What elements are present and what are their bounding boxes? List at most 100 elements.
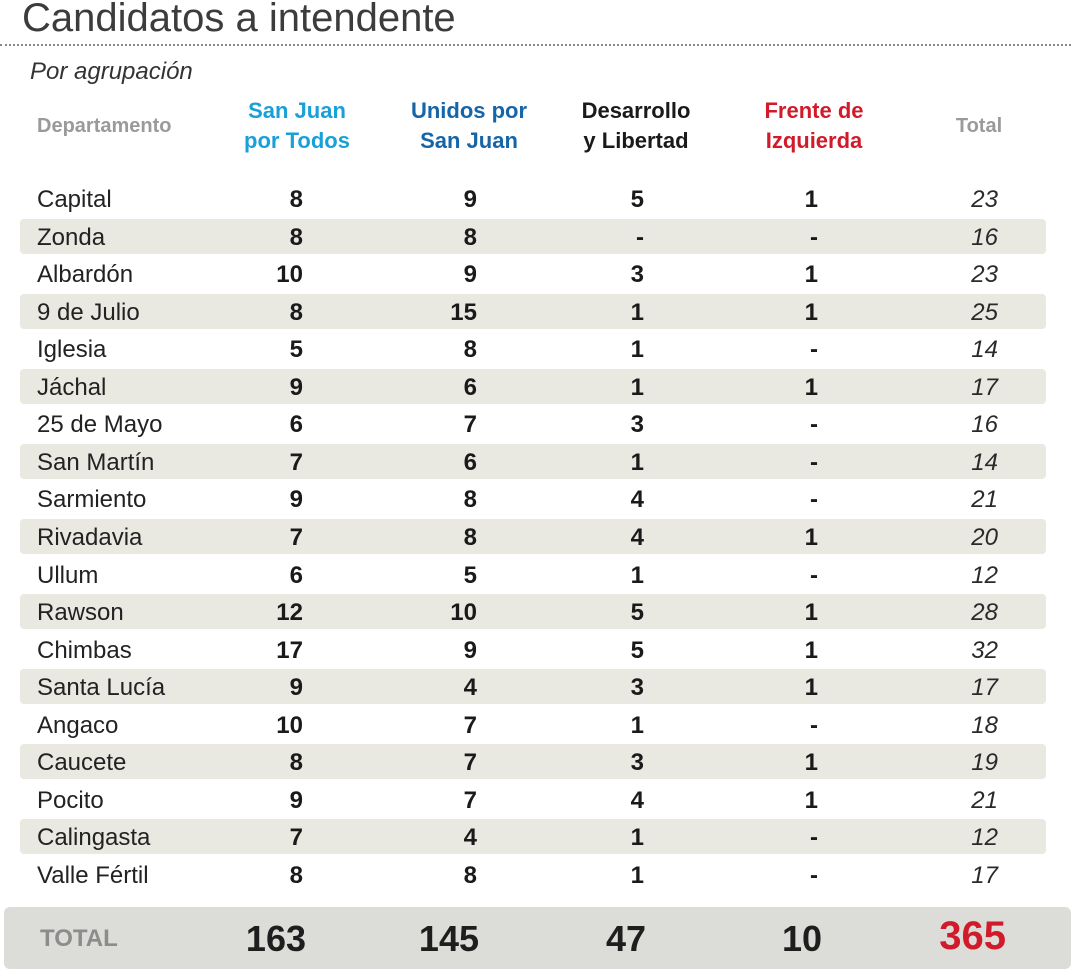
cell-departamento: Rawson: [37, 599, 124, 626]
table-row: Albardón 10 9 3 1 23: [20, 256, 1046, 291]
cell-unidos-por-san-juan: 7: [463, 749, 477, 776]
table-row: Rivadavia 7 8 4 1 20: [20, 519, 1046, 554]
cell-desarrollo-y-libertad: -: [636, 224, 644, 251]
cell-frente-de-izquierda: 1: [804, 787, 818, 814]
table-row: Ullum 6 5 1 - 12: [20, 557, 1046, 592]
cell-departamento: Rivadavia: [37, 524, 143, 551]
cell-san-juan-por-todos: 6: [289, 411, 303, 438]
cell-san-juan-por-todos: 12: [276, 599, 303, 626]
total-desarrollo-y-libertad: 47: [605, 918, 646, 959]
cell-unidos-por-san-juan: 8: [463, 524, 477, 551]
cell-unidos-por-san-juan: 8: [463, 224, 477, 251]
cell-total: 17: [971, 374, 998, 401]
cell-total: 28: [971, 599, 998, 626]
cell-san-juan-por-todos: 10: [276, 712, 303, 739]
cell-desarrollo-y-libertad: 3: [630, 261, 644, 288]
cell-desarrollo-y-libertad: 4: [630, 486, 644, 513]
cell-departamento: Valle Fértil: [37, 862, 149, 889]
cell-san-juan-por-todos: 8: [289, 186, 303, 213]
grand-total: 365: [939, 914, 1006, 958]
header-total: Total: [955, 115, 1003, 137]
cell-total: 20: [971, 524, 998, 551]
cell-unidos-por-san-juan: 7: [463, 411, 477, 438]
cell-frente-de-izquierda: -: [810, 486, 818, 513]
cell-san-juan-por-todos: 8: [289, 862, 303, 889]
cell-desarrollo-y-libertad: 5: [630, 186, 644, 213]
cell-frente-de-izquierda: -: [810, 562, 818, 589]
cell-departamento: Chimbas: [37, 637, 132, 664]
cell-frente-de-izquierda: 1: [804, 749, 818, 776]
cell-desarrollo-y-libertad: 1: [630, 824, 644, 851]
cell-desarrollo-y-libertad: 5: [630, 637, 644, 664]
cell-san-juan-por-todos: 9: [289, 374, 303, 401]
table-row: Jáchal 9 6 1 1 17: [20, 369, 1046, 404]
cell-departamento: Calingasta: [37, 824, 151, 851]
cell-frente-de-izquierda: 1: [804, 261, 818, 288]
cell-desarrollo-y-libertad: 1: [630, 374, 644, 401]
cell-total: 19: [971, 749, 998, 776]
cell-san-juan-por-todos: 6: [289, 562, 303, 589]
cell-departamento: Sarmiento: [37, 486, 147, 513]
cell-frente-de-izquierda: 1: [804, 599, 818, 626]
table-row: Pocito 9 7 4 1 21: [20, 782, 1046, 817]
dotted-divider: [0, 44, 1071, 46]
cell-desarrollo-y-libertad: 1: [630, 449, 644, 476]
cell-departamento: San Martín: [37, 449, 155, 476]
cell-desarrollo-y-libertad: 5: [630, 599, 644, 626]
cell-desarrollo-y-libertad: 1: [630, 562, 644, 589]
cell-frente-de-izquierda: -: [810, 862, 818, 889]
total-frente-de-izquierda: 10: [781, 918, 822, 959]
cell-departamento: Zonda: [37, 224, 106, 251]
cell-desarrollo-y-libertad: 1: [630, 336, 644, 363]
cell-san-juan-por-todos: 9: [289, 787, 303, 814]
cell-unidos-por-san-juan: 8: [463, 486, 477, 513]
cell-san-juan-por-todos: 8: [289, 749, 303, 776]
totals-label: TOTAL: [40, 925, 118, 952]
cell-san-juan-por-todos: 10: [276, 261, 303, 288]
table-row: Angaco 10 7 1 - 18: [20, 707, 1046, 742]
cell-departamento: Santa Lucía: [37, 674, 166, 701]
cell-frente-de-izquierda: 1: [804, 299, 818, 326]
cell-san-juan-por-todos: 7: [289, 449, 303, 476]
cell-frente-de-izquierda: -: [810, 336, 818, 363]
subtitle: Por agrupación: [30, 58, 193, 85]
table-row: Iglesia 5 8 1 - 14: [20, 331, 1046, 366]
cell-frente-de-izquierda: -: [810, 824, 818, 851]
table-row: 9 de Julio 8 15 1 1 25: [20, 294, 1046, 329]
cell-unidos-por-san-juan: 9: [463, 637, 477, 664]
table-row: Caucete 8 7 3 1 19: [20, 744, 1046, 779]
cell-desarrollo-y-libertad: 3: [630, 411, 644, 438]
header-frente-de-izquierda: Frente de Izquierda: [764, 98, 864, 153]
cell-unidos-por-san-juan: 6: [463, 449, 477, 476]
cell-desarrollo-y-libertad: 1: [630, 299, 644, 326]
cell-total: 23: [971, 261, 998, 288]
cell-unidos-por-san-juan: 7: [463, 787, 477, 814]
cell-total: 12: [971, 562, 998, 589]
cell-desarrollo-y-libertad: 3: [630, 749, 644, 776]
total-unidos-por-san-juan: 145: [418, 918, 479, 959]
cell-unidos-por-san-juan: 6: [463, 374, 477, 401]
header-departamento: Departamento: [37, 115, 172, 137]
cell-total: 16: [971, 411, 998, 438]
cell-desarrollo-y-libertad: 1: [630, 712, 644, 739]
cell-total: 16: [971, 224, 998, 251]
cell-total: 14: [971, 336, 998, 363]
cell-unidos-por-san-juan: 10: [450, 599, 477, 626]
cell-departamento: Ullum: [37, 562, 99, 589]
cell-san-juan-por-todos: 9: [289, 486, 303, 513]
header-desarrollo-y-libertad: Desarrollo y Libertad: [581, 98, 691, 153]
cell-unidos-por-san-juan: 15: [450, 299, 477, 326]
header-san-juan-por-todos: San Juan por Todos: [244, 98, 350, 153]
cell-san-juan-por-todos: 8: [289, 224, 303, 251]
table-row: Zonda 8 8 - - 16: [20, 219, 1046, 254]
cell-san-juan-por-todos: 8: [289, 299, 303, 326]
cell-frente-de-izquierda: 1: [804, 374, 818, 401]
cell-departamento: Capital: [37, 186, 112, 213]
cell-departamento: 25 de Mayo: [37, 411, 163, 438]
cell-frente-de-izquierda: 1: [804, 186, 818, 213]
cell-total: 12: [971, 824, 998, 851]
cell-total: 14: [971, 449, 998, 476]
cell-san-juan-por-todos: 17: [276, 637, 303, 664]
cell-desarrollo-y-libertad: 4: [630, 524, 644, 551]
table-row: San Martín 7 6 1 - 14: [20, 444, 1046, 479]
